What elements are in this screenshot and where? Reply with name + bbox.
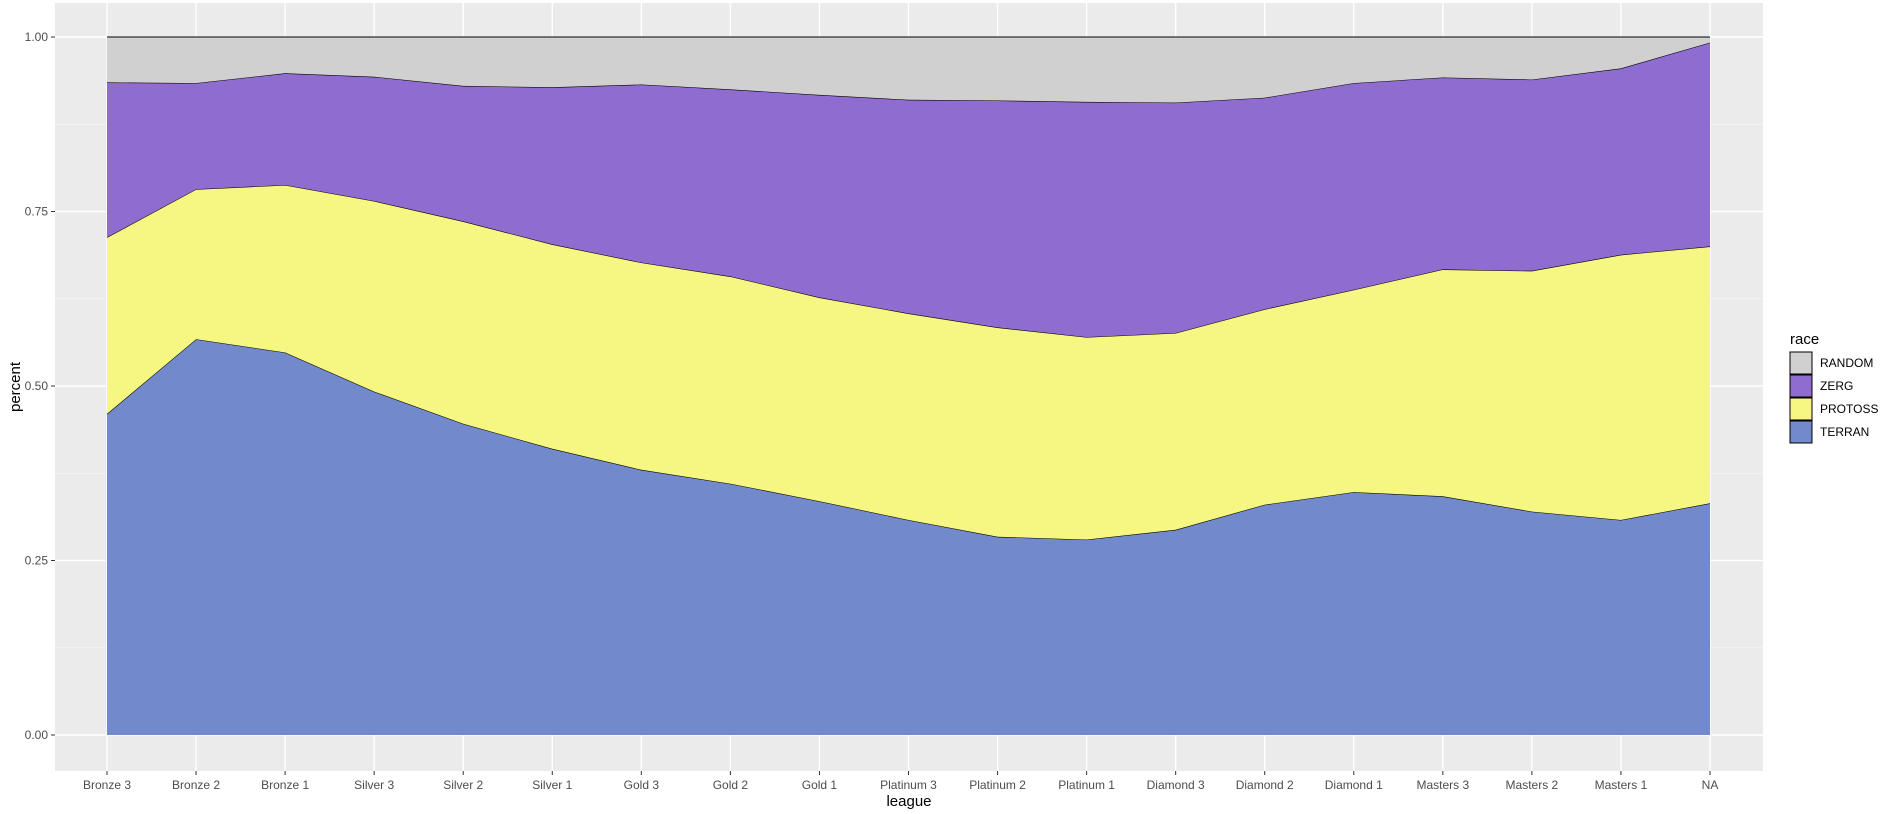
- legend-key-random: [1789, 351, 1813, 375]
- legend-label-random: RANDOM: [1820, 356, 1873, 370]
- x-tick-label: Masters 2: [1506, 778, 1559, 792]
- legend-key-zerg: [1789, 374, 1813, 398]
- area-protoss: [107, 185, 1710, 540]
- legend-key-protoss: [1789, 397, 1813, 421]
- x-tick-label: NA: [1702, 778, 1719, 792]
- x-tick-label: Bronze 3: [83, 778, 131, 792]
- legend-title: race: [1790, 331, 1819, 348]
- x-tick-label: Bronze 1: [261, 778, 309, 792]
- x-tick-label: Platinum 1: [1058, 778, 1115, 792]
- x-tick-label: Silver 1: [532, 778, 572, 792]
- x-tick-label: Gold 1: [802, 778, 838, 792]
- x-tick-label: Platinum 2: [969, 778, 1026, 792]
- y-axis-title: percent: [7, 361, 24, 412]
- x-tick-label: Diamond 3: [1147, 778, 1205, 792]
- area-zerg: [107, 42, 1710, 338]
- y-tick-label: 0.75: [25, 205, 49, 219]
- legend-key-terran: [1789, 420, 1813, 444]
- x-tick-label: Silver 2: [443, 778, 483, 792]
- x-tick-label: Diamond 2: [1236, 778, 1294, 792]
- area-series: [106, 36, 1711, 735]
- x-tick-label: Gold 2: [713, 778, 749, 792]
- area-terran: [107, 339, 1710, 735]
- y-axis: 0.00 0.25 0.50 0.75 1.00: [25, 30, 55, 742]
- legend-label-terran: TERRAN: [1820, 425, 1869, 439]
- y-tick-label: 0.25: [25, 554, 49, 568]
- x-tick-label: Masters 3: [1416, 778, 1469, 792]
- x-axis-title: league: [886, 793, 931, 810]
- y-tick-label: 1.00: [25, 30, 49, 44]
- y-tick-label: 0.50: [25, 379, 49, 393]
- x-tick-label: Platinum 3: [880, 778, 937, 792]
- x-tick-label: Diamond 1: [1325, 778, 1383, 792]
- legend: race RANDOM ZERG PROTOSS TERRAN: [1789, 331, 1878, 444]
- y-tick-label: 0.00: [25, 728, 49, 742]
- x-tick-label: Silver 3: [354, 778, 394, 792]
- x-tick-label: Bronze 2: [172, 778, 220, 792]
- legend-label-zerg: ZERG: [1820, 379, 1853, 393]
- area-random: [107, 37, 1710, 103]
- x-tick-label: Masters 1: [1595, 778, 1648, 792]
- legend-label-protoss: PROTOSS: [1820, 402, 1878, 416]
- x-axis: Bronze 3 Bronze 2 Bronze 1 Silver 3 Silver 2…: [83, 771, 1718, 792]
- x-tick-label: Gold 3: [624, 778, 660, 792]
